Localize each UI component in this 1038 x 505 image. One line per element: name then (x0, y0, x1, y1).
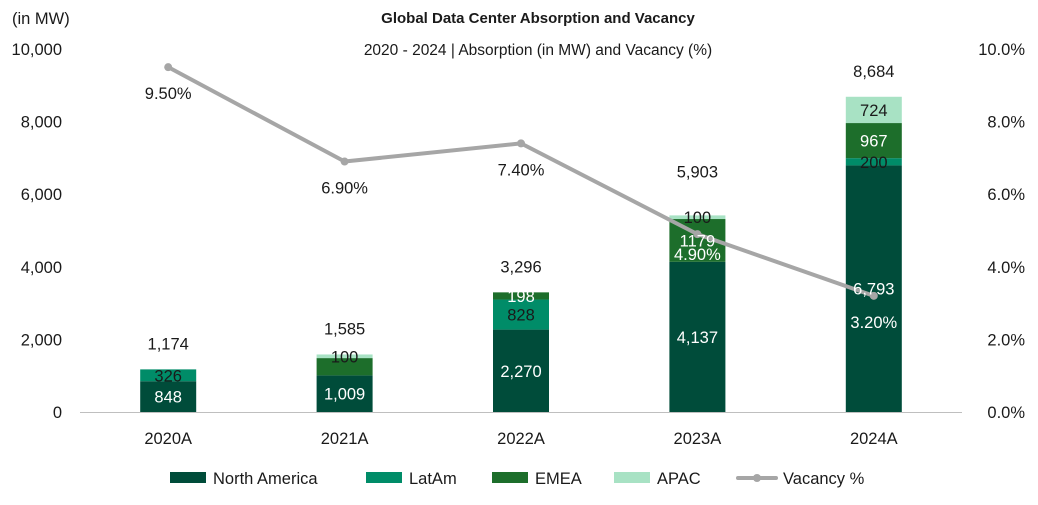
bar-segment-latam (493, 299, 549, 330)
bar-segment-north-america (316, 375, 373, 412)
bar-segment-apac (845, 96, 902, 124)
vacancy-point (693, 230, 702, 239)
bar-segment-label: 967 (860, 133, 888, 151)
vacancy-point (517, 139, 525, 148)
y-tick-label: 0 (53, 404, 62, 422)
bar-segment-latam (140, 369, 197, 382)
vacancy-point (869, 291, 878, 300)
bar-total-label: 3,296 (500, 258, 541, 276)
y-tick-label: 4,000 (21, 259, 62, 277)
vacancy-label: 6.90% (321, 180, 368, 198)
legend-label: EMEA (535, 470, 582, 488)
bar-total-label: 1,174 (148, 335, 189, 353)
bar-segment-label: 724 (860, 102, 888, 120)
legend-item-vacancy: Vacancy % (736, 470, 865, 488)
y-axis-label: (in MW) (12, 10, 70, 28)
bar-segment-apac (316, 354, 373, 359)
chart-subtitle: 2020 - 2024 | Absorption (in MW) and Vac… (364, 42, 712, 59)
bar-segment-north-america (140, 381, 197, 412)
x-tick-label: 2022A (497, 430, 545, 448)
legend-label: LatAm (409, 470, 457, 488)
y2-tick-label: 8.0% (987, 114, 1025, 132)
bar-segment-latam (845, 158, 902, 166)
bar-segment-north-america (669, 261, 726, 412)
bar-segment-label: 828 (507, 307, 535, 325)
vacancy-point (340, 157, 349, 166)
legend-marker (753, 474, 761, 482)
bar-segment-emea (845, 123, 902, 159)
vacancy-label: 3.20% (850, 314, 897, 332)
y-tick-label: 8,000 (21, 114, 62, 132)
bar-total-label: 1,585 (324, 320, 365, 338)
bar-segment-apac (669, 215, 726, 220)
x-tick-label: 2020A (144, 430, 192, 448)
legend-label: North America (213, 470, 318, 488)
legend-swatch (614, 472, 650, 483)
bar-segment-label: 100 (684, 209, 712, 227)
legend-swatch (170, 472, 206, 483)
y-tick-label: 10,000 (12, 41, 62, 59)
bar-total-label: 5,903 (677, 164, 718, 182)
y2-tick-label: 0.0% (987, 404, 1025, 422)
legend-swatch (366, 472, 402, 483)
y-tick-label: 6,000 (21, 186, 62, 204)
bar-segment-emea (493, 292, 549, 300)
legend-item-north-america: North America (170, 470, 318, 488)
vacancy-label: 4.90% (674, 246, 721, 264)
legend-label: Vacancy % (783, 470, 865, 488)
bar-segment-label: 848 (154, 389, 182, 407)
bar-segment-label: 100 (331, 348, 359, 366)
bar-segment-label: 2,270 (500, 363, 541, 381)
bar-segment-label: 6,793 (853, 281, 894, 299)
vacancy-label: 9.50% (145, 85, 192, 103)
legend-item-emea: EMEA (492, 470, 582, 488)
bar-segment-emea (316, 358, 373, 376)
y2-tick-label: 2.0% (987, 331, 1025, 349)
legend-item-apac: APAC (614, 470, 701, 488)
vacancy-point (164, 63, 173, 72)
x-tick-label: 2021A (321, 430, 369, 448)
y-tick-label: 2,000 (21, 331, 62, 349)
bar-segment-label: 198 (507, 288, 535, 306)
y2-tick-label: 4.0% (987, 259, 1025, 277)
bar-segment-label: 326 (154, 367, 182, 385)
y2-tick-label: 10.0% (978, 41, 1025, 59)
legend-item-latam: LatAm (366, 470, 457, 488)
y2-tick-label: 6.0% (987, 186, 1025, 204)
bar-segment-label: 1,009 (324, 386, 365, 404)
bar-segment-label: 1179 (680, 232, 715, 250)
x-tick-label: 2024A (850, 430, 898, 448)
chart-title: Global Data Center Absorption and Vacanc… (381, 10, 695, 27)
vacancy-label: 7.40% (498, 161, 545, 179)
bar-segment-north-america (493, 329, 549, 412)
x-tick-label: 2023A (674, 430, 722, 448)
bar-segment-label: 4,137 (677, 329, 718, 347)
bar-total-label: 8,684 (853, 63, 894, 81)
legend-swatch (492, 472, 528, 483)
legend-label: APAC (657, 470, 701, 488)
bar-segment-label: 200 (860, 154, 888, 172)
